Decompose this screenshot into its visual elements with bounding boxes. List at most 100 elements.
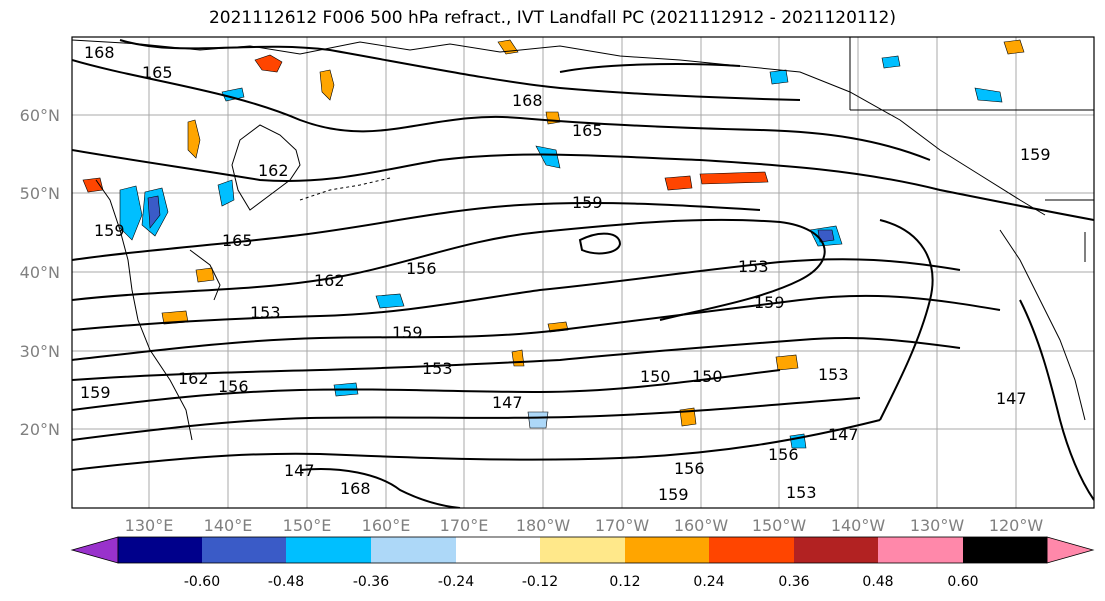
america-coastline	[999, 229, 1086, 421]
lon-label: 170°W	[595, 516, 650, 535]
colorbar-tick-label: 0.24	[693, 574, 724, 590]
contour-line	[72, 294, 1001, 361]
contour-label: 153	[786, 483, 817, 502]
contour-line	[72, 397, 861, 441]
negative-anomaly-patch	[535, 145, 561, 169]
contour-label: 147	[284, 461, 315, 480]
contour-label: 168	[340, 479, 371, 498]
contour-label: 168	[512, 91, 543, 110]
colorbar-tick-label: -0.60	[184, 574, 220, 590]
contour-label: 165	[142, 63, 173, 82]
contour-label: 159	[572, 193, 603, 212]
colorbar-segment	[456, 537, 540, 563]
colorbar-segment	[118, 537, 202, 563]
contour-label: 147	[996, 389, 1027, 408]
contour-line	[72, 369, 781, 411]
colorbar-tick-label: 0.36	[778, 574, 809, 590]
contour-line	[72, 149, 1094, 221]
contour-label: 153	[422, 359, 453, 378]
colorbar-outline	[117, 536, 1048, 564]
contour-label: 159	[80, 383, 111, 402]
colorbar-segment	[202, 537, 286, 563]
lat-label: 30°N	[20, 342, 60, 361]
colorbar-tick-label: 0.60	[947, 574, 978, 590]
contour-line	[72, 59, 931, 161]
colorbar: -0.60 -0.48 -0.36 -0.24 -0.12 0.12 0.24 …	[70, 536, 1095, 590]
positive-anomaly-patch	[545, 111, 561, 125]
lon-label: 130°E	[125, 516, 174, 535]
positive-anomaly-patch	[775, 354, 799, 371]
negative-anomaly-patch	[217, 179, 235, 207]
border-line	[849, 37, 1094, 262]
positive-anomaly-patch	[319, 69, 335, 101]
negative-anomaly-patch	[881, 55, 901, 69]
kamchatka-coastline	[231, 124, 301, 211]
contour-line	[72, 258, 961, 331]
colorbar-max-extension	[1046, 536, 1095, 564]
contour-line	[299, 467, 461, 508]
lon-label: 140°E	[204, 516, 253, 535]
contour-label: 156	[218, 377, 249, 396]
negative-anomaly-patch	[147, 195, 161, 229]
contour-line	[72, 419, 881, 471]
positive-anomaly-patch	[511, 349, 525, 367]
positive-anomaly-patch	[254, 54, 283, 73]
colorbar-segment	[709, 537, 794, 563]
colorbar-tick-label: -0.24	[438, 574, 474, 590]
anomaly-fills	[82, 39, 1025, 449]
japan-coastline	[189, 249, 221, 301]
lon-label: 170°E	[440, 516, 489, 535]
contour-label: 159	[754, 293, 785, 312]
colorbar-tick-label: 0.12	[609, 574, 640, 590]
contour-label: 153	[738, 257, 769, 276]
map-frame	[71, 36, 1095, 509]
lat-label: 60°N	[20, 106, 60, 125]
contour-label: 156	[768, 445, 799, 464]
contour-label: 147	[828, 425, 859, 444]
lon-label: 120°W	[989, 516, 1044, 535]
negative-anomaly-patch	[974, 87, 1003, 103]
map-title: 2021112612 F006 500 hPa refract., IVT La…	[208, 8, 896, 28]
positive-anomaly-patch	[1003, 39, 1025, 55]
graticule	[72, 37, 1094, 508]
positive-anomaly-patch	[195, 267, 215, 283]
contour-label: 159	[1020, 145, 1051, 164]
lat-label: 40°N	[20, 263, 60, 282]
colorbar-segment	[371, 537, 456, 563]
lon-label: 160°E	[362, 516, 411, 535]
contour-label: 156	[674, 459, 705, 478]
contour-labels: 168 165 168 165 162 159 165 159 162 156 …	[80, 43, 1051, 504]
colorbar-tick-label: -0.48	[268, 574, 304, 590]
contour-label: 168	[84, 43, 115, 62]
contour-label: 150	[640, 367, 671, 386]
negative-anomaly-patch	[527, 411, 549, 429]
colorbar-tick-label: 0.48	[862, 574, 893, 590]
contour-label: 162	[258, 161, 289, 180]
contour-label: 159	[94, 221, 125, 240]
positive-anomaly-patch	[699, 171, 769, 185]
lon-label: 180°W	[516, 516, 571, 535]
contour-label: 153	[250, 303, 281, 322]
contour-label: 147	[492, 393, 523, 412]
contour-line	[72, 201, 761, 261]
colorbar-segment	[540, 537, 625, 563]
negative-anomaly-patch	[375, 293, 405, 309]
colorbar-segment	[286, 537, 371, 563]
negative-anomaly-patch	[119, 185, 143, 241]
colorbar-tick-label: -0.36	[353, 574, 389, 590]
lon-label: 130°W	[910, 516, 965, 535]
refractivity-contours	[72, 39, 1094, 508]
lon-label: 150°E	[283, 516, 332, 535]
contour-line	[72, 337, 961, 381]
contour-label: 153	[818, 365, 849, 384]
contour-line	[1019, 299, 1094, 501]
contour-label: 159	[392, 323, 423, 342]
colorbar-min-extension	[70, 536, 119, 564]
contour-label: 162	[178, 369, 209, 388]
longitude-labels: 130°E 140°E 150°E 160°E 170°E 180°W 170°…	[125, 516, 1044, 535]
latitude-labels: 60°N 50°N 40°N 30°N 20°N	[20, 106, 60, 439]
contour-label: 165	[222, 231, 253, 250]
contour-label: 150	[692, 367, 723, 386]
contour-line	[879, 219, 934, 421]
